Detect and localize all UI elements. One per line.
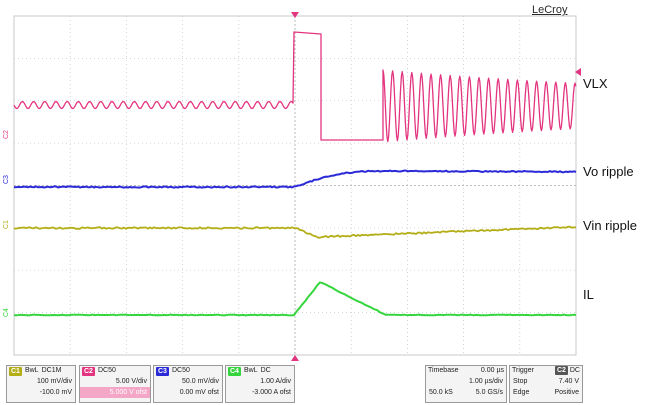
channel-id: C3 — [156, 367, 169, 376]
timebase-label: Timebase — [428, 366, 458, 376]
channel-id: C1 — [9, 367, 22, 376]
waveform-label-vo: Vo ripple — [583, 164, 634, 179]
channel-ground-marker: C4 — [3, 308, 10, 317]
channel-coupling: DC — [261, 366, 271, 376]
channel-scale: 5.00 V/div — [80, 376, 150, 387]
trigger-slope: Positive — [554, 387, 579, 398]
timebase-samples: 50.0 kS — [429, 387, 453, 398]
channel-box-c4[interactable]: C4 BwL DC 1.00 A/div -3.000 A ofst — [225, 365, 295, 403]
waveform-label-il: IL — [583, 287, 594, 302]
channel-id: C4 — [228, 367, 241, 376]
timebase-rate: 5.0 GS/s — [476, 387, 503, 398]
timebase-per-div: 1.00 µs/div — [469, 376, 503, 387]
trigger-mode: Stop — [513, 376, 527, 387]
channel-ground-marker: C3 — [3, 175, 10, 184]
trigger-type: Edge — [513, 387, 529, 398]
trigger-time-marker — [291, 12, 299, 18]
trigger-coupling: DC — [570, 367, 580, 374]
channel-coupling: DC50 — [98, 366, 116, 376]
channel-bw: BwL — [244, 366, 258, 376]
channel-offset: -100.0 mV — [7, 387, 75, 398]
trigger-time-marker-bottom — [291, 355, 299, 361]
channel-scale: 50.0 mV/div — [154, 376, 222, 387]
channel-coupling: DC1M — [42, 366, 62, 376]
channel-ground-marker: C1 — [3, 220, 10, 229]
waveform-label-vin: Vin ripple — [583, 218, 637, 233]
channel-box-c1[interactable]: C1 BwL DC1M 100 mV/div -100.0 mV — [6, 365, 76, 403]
channel-offset: 5.000 V ofst — [80, 387, 150, 398]
channel-markers: C2 C3 C1 C4 — [3, 130, 10, 317]
trigger-label: Trigger — [512, 366, 534, 376]
channel-offset: 0.00 mV ofst — [154, 387, 222, 398]
trigger-level: 7.40 V — [559, 376, 579, 387]
brand-logo: LeCroy — [532, 4, 567, 16]
timebase-box[interactable]: Timebase 0.00 µs 1.00 µs/div 50.0 kS 5.0 G… — [425, 365, 507, 403]
channel-coupling: DC50 — [172, 366, 190, 376]
channel-box-c2[interactable]: C2 DC50 5.00 V/div 5.000 V ofst — [79, 365, 151, 403]
channel-offset: -3.000 A ofst — [226, 387, 294, 398]
channel-scale: 100 mV/div — [7, 376, 75, 387]
trace-il — [14, 282, 576, 315]
channel-bw: BwL — [25, 366, 39, 376]
waveform-label-vlx: VLX — [583, 76, 608, 91]
channel-box-c3[interactable]: C3 DC50 50.0 mV/div 0.00 mV ofst — [153, 365, 223, 403]
channel-scale: 1.00 A/div — [226, 376, 294, 387]
trigger-box[interactable]: Trigger C2 DC Stop 7.40 V Edge Positive — [509, 365, 583, 403]
channel-id: C2 — [82, 367, 95, 376]
channel-ground-marker: C2 — [3, 130, 10, 139]
timebase-delay: 0.00 µs — [481, 366, 504, 376]
trigger-channel: C2 — [555, 366, 568, 375]
